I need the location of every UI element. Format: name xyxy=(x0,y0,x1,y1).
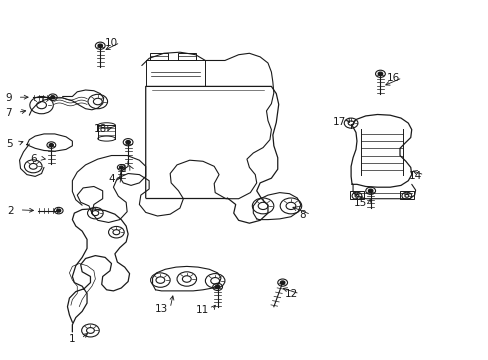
Text: 4: 4 xyxy=(108,174,115,184)
Circle shape xyxy=(378,72,382,76)
Circle shape xyxy=(368,189,372,192)
Circle shape xyxy=(57,209,61,212)
Text: 5: 5 xyxy=(6,139,13,149)
Text: 11: 11 xyxy=(196,305,209,315)
Text: 9: 9 xyxy=(5,93,12,103)
Text: 16: 16 xyxy=(386,73,400,84)
Text: 13: 13 xyxy=(154,304,168,314)
Text: 3: 3 xyxy=(119,164,125,174)
Text: 7: 7 xyxy=(5,108,12,118)
Circle shape xyxy=(280,281,284,284)
Text: 6: 6 xyxy=(30,154,37,164)
Circle shape xyxy=(119,166,123,169)
Text: 14: 14 xyxy=(408,171,422,181)
Text: 1: 1 xyxy=(69,334,76,344)
Text: 8: 8 xyxy=(298,210,305,220)
Circle shape xyxy=(98,44,102,48)
Text: 12: 12 xyxy=(284,289,297,300)
Text: 2: 2 xyxy=(7,206,14,216)
Circle shape xyxy=(49,144,53,147)
Text: 17: 17 xyxy=(332,117,346,127)
Circle shape xyxy=(215,285,220,289)
Text: 18: 18 xyxy=(93,124,107,134)
Text: 15: 15 xyxy=(353,198,367,208)
Text: 10: 10 xyxy=(105,38,118,48)
Circle shape xyxy=(126,140,130,144)
Circle shape xyxy=(51,96,55,99)
